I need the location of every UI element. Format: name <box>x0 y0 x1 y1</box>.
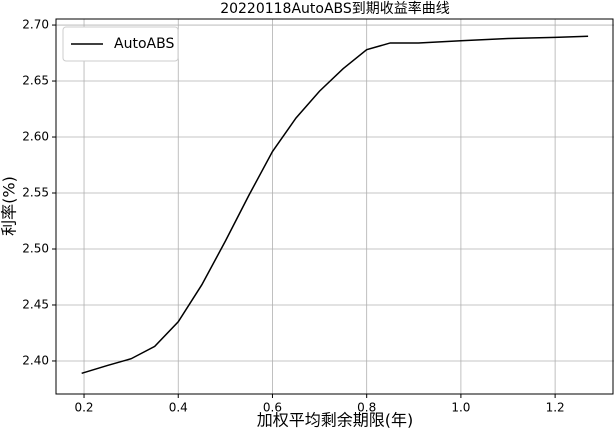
x-tick-label: 1.2 <box>546 401 565 415</box>
plot-frame <box>55 18 614 395</box>
x-tick-label: 0.2 <box>74 401 93 415</box>
legend-box <box>62 26 179 62</box>
y-axis-label: 利率(%) <box>0 176 19 236</box>
y-tick-label: 2.55 <box>22 186 49 200</box>
legend: AutoABS <box>62 26 179 62</box>
y-tick-label: 2.70 <box>22 18 49 32</box>
chart-title: 20220118AutoABS到期收益率曲线 <box>220 0 450 17</box>
x-tick-label: 1.0 <box>451 401 470 415</box>
legend-label: AutoABS <box>114 36 174 52</box>
x-axis-label: 加权平均剩余期限(年) <box>257 411 414 430</box>
y-tick-label: 2.45 <box>22 297 49 311</box>
line-series <box>81 35 589 375</box>
x-tick-label: 0.8 <box>357 401 376 415</box>
y-tick-label: 2.50 <box>22 241 49 255</box>
y-tick-label: 2.65 <box>22 74 49 88</box>
y-tick-label: 2.60 <box>22 130 49 144</box>
x-tick-label: 0.4 <box>169 401 188 415</box>
y-tick-label: 2.40 <box>22 353 49 367</box>
x-tick-label: 0.6 <box>263 401 282 415</box>
